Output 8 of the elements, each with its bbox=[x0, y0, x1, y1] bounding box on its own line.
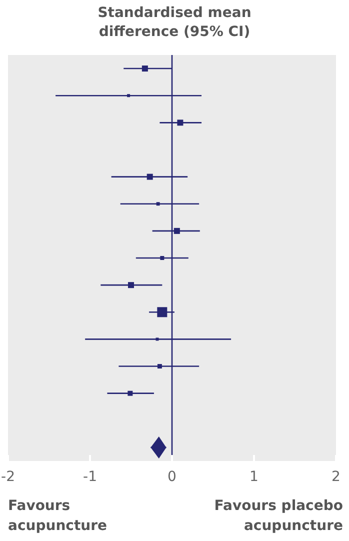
text: Favours placebo acupuncture bbox=[213, 497, 343, 536]
text: Favours acupuncture bbox=[8, 497, 108, 536]
chart-title: Standardised mean difference (95% CI) bbox=[96, 4, 252, 42]
x-tick-label: -2 bbox=[1, 469, 15, 485]
x-tick-label: 0 bbox=[168, 469, 176, 485]
x-tick-label: 1 bbox=[250, 469, 258, 485]
x-tick-label: -1 bbox=[83, 469, 97, 485]
x-tick-label: 2 bbox=[332, 469, 340, 485]
